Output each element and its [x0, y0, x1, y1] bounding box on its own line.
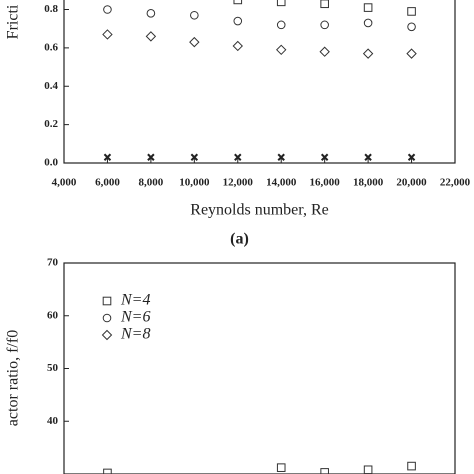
x-tick-label: 12,000: [223, 177, 254, 189]
marker-circle: [146, 9, 156, 18]
x-tick-label: 10,000: [179, 177, 210, 189]
x-axis-label: Reynolds number, Re: [190, 202, 328, 219]
marker-square: [407, 7, 416, 16]
x-tick-label: 16,000: [310, 177, 341, 189]
chart: 0.0 0.2 0.4 0.6 0.8 4,000 6,000 8,000 10,000 12,0…: [5, 0, 471, 248]
chart: 40 50 60 70 actor ratio, f/f0 N=4N=6N=8: [5, 257, 456, 474]
marker-diamond: [276, 44, 287, 56]
marker-square: [320, 468, 329, 474]
marker-cross: [190, 153, 199, 161]
y-tick-label: 0.2: [44, 118, 58, 130]
y-tick-label: 0.0: [44, 157, 58, 169]
legend-label: N=8: [120, 326, 150, 343]
marker-square: [407, 461, 416, 471]
marker-circle: [407, 22, 416, 32]
marker-square: [320, 0, 329, 9]
marker-diamond: [406, 48, 417, 59]
x-tick-label: 8,000: [139, 177, 164, 189]
marker-circle: [102, 313, 112, 323]
marker-circle: [103, 5, 112, 14]
marker-diamond: [319, 46, 330, 57]
marker-circle: [233, 16, 243, 26]
marker-square: [276, 0, 286, 7]
marker-circle: [276, 20, 286, 30]
y-tick-label: 50: [47, 362, 59, 374]
marker-square: [276, 463, 286, 472]
marker-diamond: [189, 36, 200, 48]
marker-square: [363, 3, 373, 12]
marker-diamond: [362, 48, 374, 59]
marker-cross: [147, 153, 155, 161]
marker-square: [363, 465, 373, 474]
y-tick-label: 40: [47, 415, 59, 427]
legend-label: N=6: [120, 309, 150, 326]
x-tick-label: 6,000: [95, 177, 120, 189]
y-tick-label: 60: [47, 309, 59, 321]
marker-circle: [320, 20, 329, 30]
plot-frame: [63, 0, 456, 164]
marker-cross: [103, 153, 112, 161]
marker-cross: [234, 153, 242, 161]
legend-label: N=4: [120, 292, 150, 309]
y-tick-label: 70: [47, 257, 59, 269]
y-tick-label: 0.6: [44, 41, 58, 53]
marker-diamond: [102, 29, 113, 40]
marker-diamond: [101, 329, 113, 341]
x-tick-label: 4,000: [52, 177, 77, 189]
marker-cross: [407, 153, 416, 161]
marker-diamond: [232, 40, 243, 52]
x-tick-label: 18,000: [353, 177, 384, 189]
y-tick-label: 0.8: [44, 3, 58, 15]
marker-square: [103, 468, 112, 474]
marker-diamond: [145, 31, 157, 42]
y-tick-label: 0.4: [44, 80, 58, 92]
marker-circle: [363, 18, 373, 28]
marker-square: [102, 296, 112, 306]
marker-cross: [320, 153, 329, 161]
marker-cross: [364, 153, 372, 161]
y-axis-label: actor ratio, f/f0: [5, 330, 22, 426]
x-tick-label: 22,000: [440, 177, 471, 189]
y-axis-label: Fricti: [5, 4, 22, 39]
caption: (a): [230, 231, 249, 248]
marker-circle: [190, 10, 199, 20]
x-tick-label: 14,000: [266, 177, 297, 189]
x-tick-label: 20,000: [396, 177, 427, 189]
marker-square: [233, 0, 243, 5]
marker-cross: [277, 153, 285, 161]
